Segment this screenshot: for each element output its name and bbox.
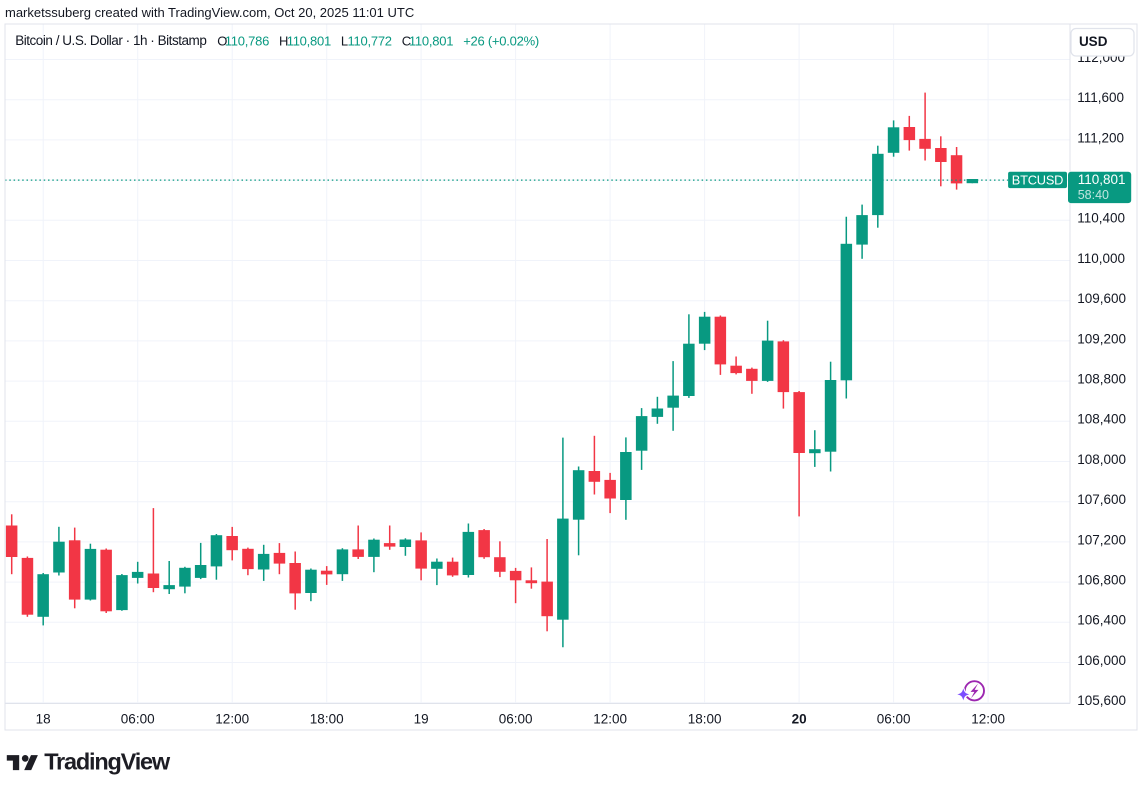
svg-text:Bitcoin / U.S. Dollar · 1h · B: Bitcoin / U.S. Dollar · 1h · Bitstamp [15, 33, 206, 48]
svg-text:+26 (+0.02%): +26 (+0.02%) [463, 34, 539, 49]
svg-text:108,400: 108,400 [1077, 412, 1126, 427]
svg-text:BTCUSD: BTCUSD [1012, 173, 1063, 188]
svg-text:110,801: 110,801 [287, 34, 331, 49]
svg-text:06:00: 06:00 [499, 711, 533, 726]
svg-text:110,786: 110,786 [225, 34, 269, 49]
svg-text:C: C [402, 34, 411, 49]
svg-text:marketssuberg created with Tra: marketssuberg created with TradingView.c… [5, 5, 414, 20]
svg-text:107,200: 107,200 [1077, 532, 1126, 547]
svg-text:111,600: 111,600 [1077, 90, 1124, 105]
svg-text:19: 19 [414, 711, 429, 726]
svg-text:L: L [341, 34, 348, 49]
svg-text:110,000: 110,000 [1077, 251, 1125, 266]
svg-text:06:00: 06:00 [877, 711, 911, 726]
svg-text:105,600: 105,600 [1077, 693, 1126, 708]
svg-text:110,801: 110,801 [1078, 172, 1126, 187]
svg-text:106,800: 106,800 [1077, 573, 1126, 588]
svg-text:06:00: 06:00 [121, 711, 155, 726]
svg-text:111,200: 111,200 [1077, 130, 1124, 145]
svg-text:USD: USD [1079, 34, 1108, 49]
svg-text:109,200: 109,200 [1077, 331, 1126, 346]
svg-text:108,000: 108,000 [1077, 452, 1126, 467]
svg-text:20: 20 [792, 711, 807, 726]
svg-text:106,000: 106,000 [1077, 653, 1126, 668]
svg-text:58:40: 58:40 [1078, 188, 1109, 202]
svg-text:110,400: 110,400 [1077, 211, 1125, 226]
svg-text:H: H [279, 34, 288, 49]
svg-text:110,772: 110,772 [348, 34, 392, 49]
svg-text:18: 18 [36, 711, 51, 726]
svg-text:108,800: 108,800 [1077, 372, 1126, 387]
svg-text:110,801: 110,801 [409, 34, 453, 49]
svg-text:12:00: 12:00 [215, 711, 249, 726]
svg-text:18:00: 18:00 [688, 711, 722, 726]
svg-text:107,600: 107,600 [1077, 492, 1126, 507]
svg-text:O: O [217, 34, 227, 49]
svg-text:18:00: 18:00 [310, 711, 344, 726]
svg-text:106,400: 106,400 [1077, 613, 1126, 628]
svg-text:12:00: 12:00 [593, 711, 627, 726]
svg-text:TradingView: TradingView [44, 749, 171, 775]
svg-text:109,600: 109,600 [1077, 291, 1126, 306]
svg-text:12:00: 12:00 [971, 711, 1005, 726]
